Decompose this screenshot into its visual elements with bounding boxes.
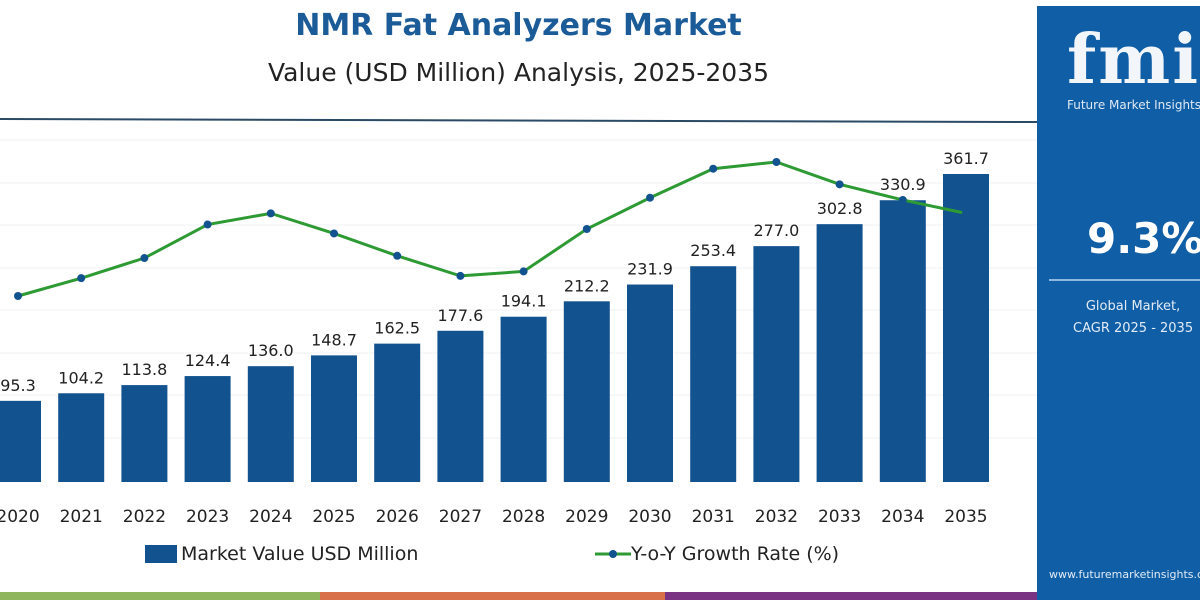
cagr-caption: Global Market, CAGR 2025 - 2035 — [1073, 296, 1193, 340]
bar-label-2030: 231.9 — [627, 260, 673, 279]
bar-label-2032: 277.0 — [753, 221, 799, 240]
bar-label-2028: 194.1 — [501, 292, 547, 311]
strip-green — [0, 592, 320, 600]
growth-point-2033 — [835, 180, 844, 189]
x-tick-2022: 2022 — [123, 507, 166, 527]
growth-point-2025 — [330, 229, 338, 238]
bar-2032 — [753, 246, 800, 482]
growth-point-2027 — [456, 271, 465, 280]
growth-point-2032 — [772, 158, 781, 166]
bar-2029 — [563, 301, 610, 482]
bar-label-2022: 113.8 — [121, 360, 167, 379]
bar-label-2029: 212.2 — [564, 276, 610, 295]
x-tick-2023: 2023 — [186, 507, 229, 527]
bar-2024 — [247, 366, 294, 482]
cagr-value: 9.3% — [1087, 214, 1200, 263]
bar-2026 — [374, 343, 421, 482]
legend-line: Y-o-Y Growth Rate (%) — [595, 543, 839, 565]
bar-2025 — [311, 355, 357, 482]
x-tick-2021: 2021 — [60, 507, 103, 527]
x-tick-2020: 2020 — [0, 507, 40, 527]
bar-label-2024: 136.0 — [248, 341, 294, 360]
x-tick-2024: 2024 — [249, 507, 292, 527]
bar-label-2021: 104.2 — [58, 368, 104, 387]
fmi-logo: fmi — [1067, 20, 1200, 100]
bar-2035 — [943, 174, 989, 482]
website-url: www.futuremarketinsights.com — [1049, 568, 1200, 581]
growth-point-2031 — [709, 164, 718, 173]
growth-point-2035 — [962, 209, 970, 218]
bar-label-2035: 361.7 — [943, 149, 989, 168]
bar-2030 — [627, 284, 673, 482]
x-tick-2030: 2030 — [628, 507, 671, 527]
bar-2034 — [879, 200, 926, 482]
bar-label-2031: 253.4 — [690, 241, 736, 260]
bar-label-2027: 177.6 — [437, 306, 483, 325]
chart-plot: 95.3 2020 104.2 2021 113.8 2022 124.4 2023 136.0… — [0, 118, 1037, 527]
growth-point-2028 — [519, 267, 528, 276]
growth-point-2029 — [582, 225, 591, 233]
brand-panel: fmi Future Market Insights 9.3% Global M… — [1037, 6, 1200, 600]
growth-point-2023 — [203, 220, 212, 229]
x-tick-2035: 2035 — [944, 507, 987, 527]
bar-label-2026: 162.5 — [374, 319, 420, 338]
x-tick-2029: 2029 — [565, 507, 608, 527]
bar-label-2033: 302.8 — [817, 199, 863, 218]
bar-2022 — [121, 385, 168, 482]
legend-line-label: Y-o-Y Growth Rate (%) — [631, 543, 840, 565]
growth-point-2026 — [393, 251, 402, 260]
x-tick-2032: 2032 — [755, 507, 798, 527]
legend-bar-label: Market Value USD Million — [181, 543, 419, 565]
x-tick-2033: 2033 — [818, 507, 861, 527]
x-tick-2028: 2028 — [502, 507, 545, 527]
bar-label-2034: 330.9 — [880, 175, 926, 194]
growth-point-2020 — [14, 292, 22, 300]
x-tick-2025: 2025 — [312, 507, 355, 527]
caption-line1: Global Market, — [1085, 299, 1181, 314]
bar-2033 — [816, 224, 863, 482]
bar-2028 — [500, 316, 547, 482]
bar-2023 — [184, 376, 231, 482]
x-tick-2031: 2031 — [692, 507, 735, 527]
legend-line-swatch — [595, 550, 631, 558]
x-tick-2026: 2026 — [376, 507, 419, 527]
bar-label-2020: 95.3 — [0, 376, 36, 395]
caption-line2: CAGR 2025 - 2035 — [1073, 321, 1194, 336]
strip-purple — [665, 592, 1037, 600]
bar-2031 — [690, 266, 737, 482]
x-tick-2027: 2027 — [439, 507, 482, 527]
x-tick-2034: 2034 — [881, 507, 924, 527]
top-rule — [0, 118, 1037, 123]
growth-line — [17, 160, 967, 298]
growth-point-2024 — [266, 209, 275, 218]
strip-orange — [320, 592, 665, 600]
bar-2021 — [58, 393, 105, 482]
growth-point-2030 — [646, 193, 654, 202]
growth-point-2021 — [77, 274, 86, 283]
divider — [1049, 279, 1200, 281]
growth-point-2022 — [140, 254, 149, 263]
chart-title: NMR Fat Analyzers Market — [295, 8, 742, 43]
bar-label-2023: 124.4 — [185, 351, 231, 370]
bar-2027 — [437, 330, 484, 482]
bar-label-2025: 148.7 — [311, 330, 357, 349]
bar-2020 — [0, 400, 41, 482]
legend-bar: Market Value USD Million — [145, 543, 418, 565]
legend-bar-swatch — [145, 545, 177, 563]
logo-subtitle: Future Market Insights — [1067, 98, 1200, 112]
chart-subtitle: Value (USD Million) Analysis, 2025-2035 — [267, 58, 770, 87]
growth-point-2034 — [898, 195, 907, 204]
